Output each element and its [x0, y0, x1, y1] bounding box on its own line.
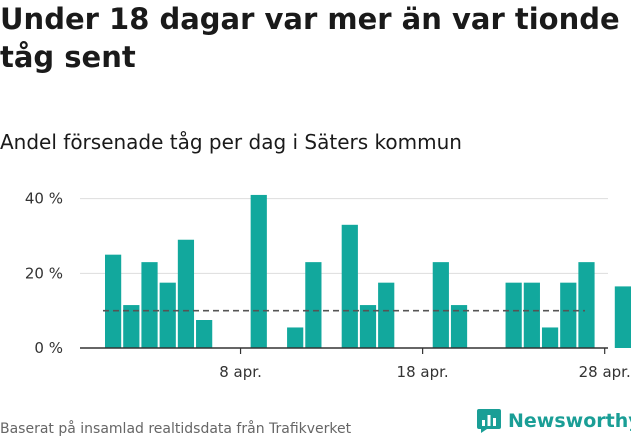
bar: [287, 327, 304, 348]
bar: [105, 254, 122, 348]
bar: [450, 305, 468, 348]
chart-subtitle: Andel försenade tåg per dag i Säters kom…: [0, 130, 462, 154]
bar: [378, 282, 395, 348]
bar: [523, 282, 540, 348]
bar: [578, 262, 595, 348]
bar: [196, 320, 213, 348]
bar: [159, 282, 176, 348]
bar: [177, 239, 195, 348]
bar: [359, 305, 377, 348]
bar: [305, 262, 322, 348]
y-tick-label: 40 %: [25, 190, 63, 208]
logo-text: Newsworthy: [508, 410, 631, 432]
x-tick-label: 28 apr.: [579, 363, 631, 381]
chart-logo-icon: [477, 409, 501, 433]
bar: [250, 194, 267, 348]
bar: [505, 282, 522, 348]
bar: [541, 327, 559, 348]
y-tick-label: 0 %: [34, 339, 63, 357]
bar: [123, 305, 140, 348]
tick-labels: 0 % 20 % 40 % 8 apr. 18 apr. 28 apr.: [25, 190, 631, 381]
page-title: Under 18 dagar var mer än var tionde tåg…: [0, 2, 620, 74]
axes: [80, 347, 608, 354]
bars: [105, 194, 631, 348]
bar: [432, 262, 449, 348]
newsworthy-logo: Newsworthy: [476, 408, 631, 434]
source-note: Baserat på insamlad realtidsdata från Tr…: [0, 421, 352, 437]
y-tick-label: 20 %: [25, 264, 63, 282]
bar: [614, 286, 631, 348]
bar: [141, 262, 158, 348]
bar: [341, 224, 358, 348]
x-tick-label: 8 apr.: [219, 363, 262, 381]
x-tick-label: 18 apr.: [397, 363, 449, 381]
bar: [560, 282, 577, 348]
